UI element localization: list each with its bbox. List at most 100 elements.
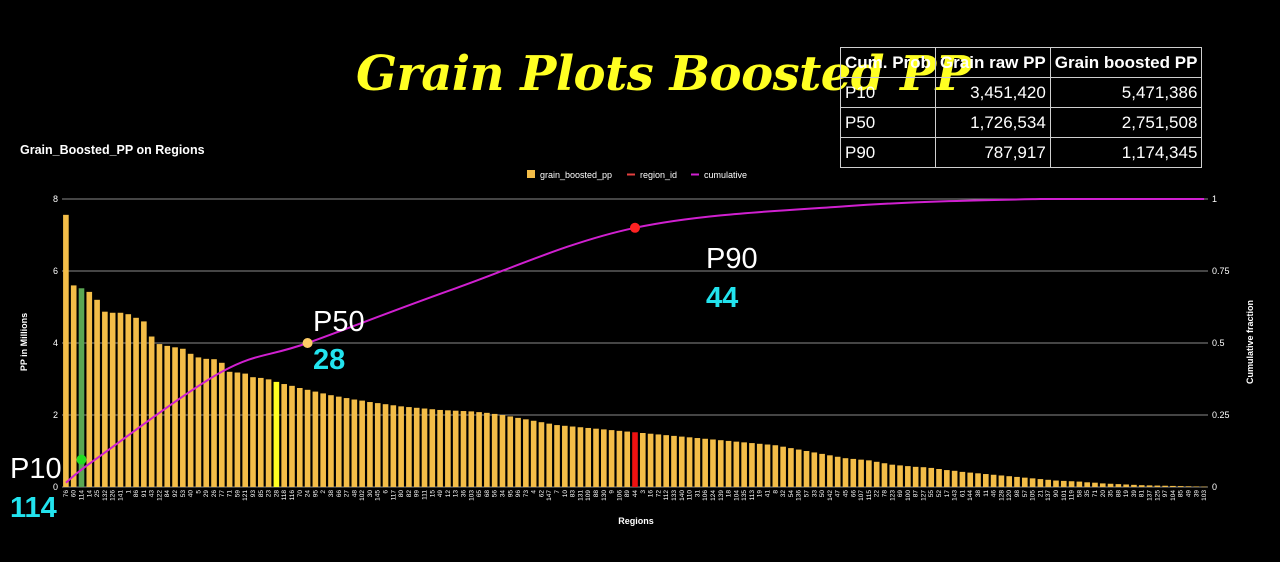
x-tick-label: 13 [453, 490, 460, 498]
x-tick-label: 21 [1037, 490, 1044, 498]
bar [359, 400, 365, 487]
bar [273, 381, 280, 487]
bar [491, 413, 498, 487]
x-tick-label: 50 [819, 490, 826, 498]
x-tick-label: 68 [484, 490, 491, 498]
bar [749, 443, 755, 487]
bar [850, 458, 857, 487]
x-tick-label: 125 [1154, 490, 1161, 501]
x-tick-label: 70 [297, 490, 304, 498]
x-axis-title: Regions [618, 516, 654, 526]
bar [102, 311, 108, 487]
bar [1146, 485, 1153, 487]
x-tick-label: 140 [679, 490, 686, 501]
cumulative-line [65, 197, 1205, 484]
bar [281, 384, 287, 487]
x-tick-label: 39 [1131, 490, 1138, 498]
bar [920, 467, 927, 487]
bar [523, 419, 529, 487]
bar [1006, 476, 1013, 487]
x-tick-label: 126 [110, 490, 117, 501]
bar [1053, 480, 1059, 487]
x-tick-label: 58 [1076, 490, 1083, 498]
bar [1107, 483, 1114, 487]
bar [250, 377, 256, 487]
bar [616, 430, 623, 487]
y2-tick-label: 0 [1212, 482, 1217, 492]
bar [63, 214, 69, 487]
bar [858, 459, 864, 487]
x-tick-label: 35 [1084, 490, 1091, 498]
x-tick-label: 16 [648, 490, 655, 498]
x-tick-label: 127 [920, 490, 927, 501]
y-tick-label: 2 [53, 410, 58, 420]
x-tick-label: 46 [991, 490, 998, 498]
bar [741, 442, 747, 487]
bar [109, 312, 116, 487]
x-tick-label: 89 [624, 490, 631, 498]
bar [367, 402, 373, 487]
bar [156, 344, 163, 487]
x-tick-label: 6 [383, 490, 390, 494]
x-tick-label: 130 [601, 490, 608, 501]
x-tick-label: 59 [234, 490, 241, 498]
bar [983, 474, 989, 487]
x-tick-label: 43 [149, 490, 156, 498]
bar [148, 336, 155, 487]
bar [866, 460, 872, 487]
x-tick-label: 85 [258, 490, 265, 498]
x-tick-label: 5 [195, 490, 202, 494]
y-tick-label: 6 [53, 266, 58, 276]
bar [484, 412, 490, 487]
bar [1092, 482, 1098, 487]
table-row: P90 787,917 1,174,345 [840, 137, 1203, 168]
x-tick-label: 33 [811, 490, 818, 498]
bar [1115, 484, 1122, 487]
x-tick-label: 69 [897, 490, 904, 498]
bar [452, 410, 459, 487]
x-tick-label: 123 [889, 490, 896, 501]
x-tick-label: 36 [460, 490, 467, 498]
x-tick-label: 7 [554, 490, 561, 494]
percentile-marker [630, 222, 640, 233]
x-tick-label: 47 [835, 490, 842, 498]
x-tick-label: 55 [928, 490, 935, 498]
y2-tick-label: 0.25 [1212, 410, 1230, 420]
bar [639, 433, 646, 487]
x-tick-label: 96 [515, 490, 522, 498]
bar [1099, 483, 1106, 487]
bar [678, 436, 685, 487]
bar [928, 467, 935, 487]
x-tick-label: 22 [874, 490, 881, 498]
table-cell: P90 [840, 137, 936, 168]
bar [234, 372, 241, 487]
bar [1060, 480, 1067, 487]
y2-axis-title: Cumulative fraction [1245, 300, 1255, 384]
x-tick-label: 85 [1178, 490, 1185, 498]
x-tick-label: 136 [796, 490, 803, 501]
x-tick-label: 77 [219, 490, 226, 498]
x-tick-label: 71 [1092, 490, 1099, 498]
x-tick-label: 104 [733, 490, 740, 501]
bar [125, 314, 132, 487]
x-tick-label: 135 [741, 490, 748, 501]
x-tick-label: 139 [718, 490, 725, 501]
bar [632, 432, 638, 487]
x-tick-label: 133 [671, 490, 678, 501]
x-tick-label: 144 [967, 490, 974, 501]
x-tick-label: 97 [1162, 490, 1169, 498]
bar [413, 407, 420, 487]
x-tick-label: 104 [1170, 490, 1177, 501]
bar [834, 456, 841, 487]
bar [702, 438, 708, 487]
bar [1170, 485, 1176, 487]
bar [554, 425, 560, 487]
x-tick-label: 101 [1061, 490, 1068, 501]
x-tick-label: 114 [78, 490, 85, 501]
x-tick-label: 106 [616, 490, 623, 501]
bar [889, 464, 896, 487]
x-tick-label: 103 [468, 490, 475, 501]
x-tick-label: 117 [390, 490, 397, 501]
bar [1154, 485, 1161, 487]
